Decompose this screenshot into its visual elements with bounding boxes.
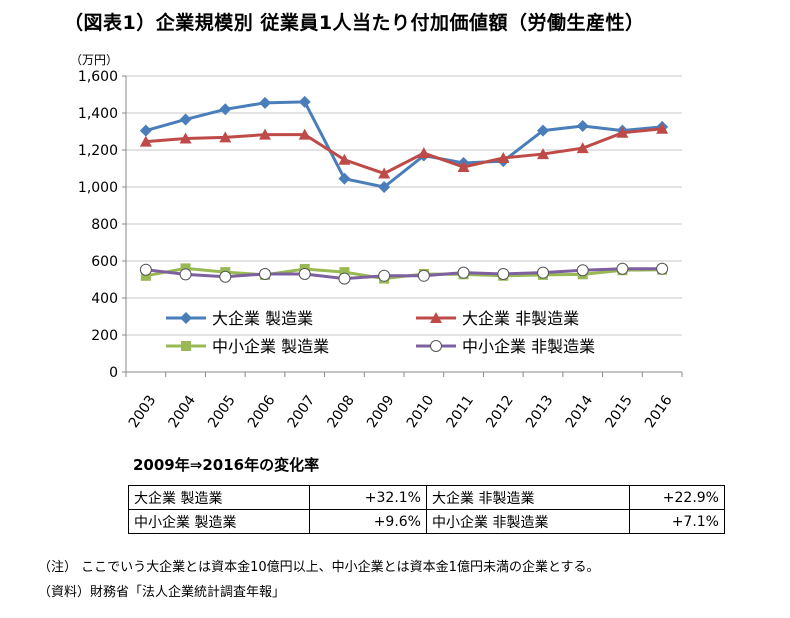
y-tick-label: 1,000 [78, 180, 118, 196]
x-tick-label: 2013 [523, 393, 557, 431]
y-axis-ticks: 0 200 400 600 800 1,000 1,200 1,400 1,600 [78, 69, 118, 381]
y-unit-label: （万円） [70, 53, 118, 67]
x-tick-label: 2015 [602, 393, 636, 431]
line-chart: （万円） 0 200 400 600 800 1,000 1,200 1,400 1,600 2… [70, 53, 683, 431]
data-point [430, 340, 442, 352]
series-line [145, 100, 663, 189]
x-tick-label: 2003 [126, 393, 160, 431]
data-point [537, 148, 549, 160]
data-point [378, 167, 391, 179]
table-cell-value: +7.1% [629, 509, 725, 534]
data-point [259, 96, 271, 109]
x-tick-label: 2014 [563, 392, 597, 430]
chart-title: （図表1）企業規模別 従業員1人当たり付加価値額（労働生産性） [64, 12, 645, 34]
table-cell-value: +22.9% [629, 485, 725, 510]
data-point [338, 172, 351, 185]
source-note: （資料）財務省「法人企業統計調査年報」 [38, 585, 286, 600]
data-point [140, 270, 151, 281]
data-point [656, 122, 669, 134]
data-point [378, 269, 391, 282]
data-point [616, 262, 629, 275]
data-point [457, 161, 470, 173]
data-point [139, 135, 152, 147]
table-cell-label: 中小企業 製造業 [128, 509, 310, 534]
legend-label: 中小企業 非製造業 [462, 337, 595, 356]
data-point [497, 267, 510, 280]
x-tick-label: 2016 [642, 392, 676, 430]
data-point [298, 95, 311, 108]
data-point [576, 142, 589, 154]
data-point [139, 263, 152, 276]
data-point [298, 267, 311, 280]
gridlines [122, 75, 683, 377]
data-point [417, 269, 430, 282]
x-tick-label: 2010 [404, 393, 438, 431]
table-cell-value: +9.6% [309, 509, 427, 534]
data-point [259, 267, 271, 280]
data-point [219, 103, 232, 116]
data-point [139, 124, 152, 137]
x-tick-label: 2006 [245, 392, 279, 430]
table-cell-label: 中小企業 非製造業 [426, 509, 630, 534]
data-point [219, 131, 232, 143]
data-point [339, 267, 350, 278]
x-tick-label: 2009 [364, 393, 398, 431]
data-point [338, 272, 351, 285]
legend-label: 中小企業 製造業 [212, 337, 329, 356]
data-point [616, 126, 629, 138]
table-row: 大企業 製造業 +32.1% 大企業 非製造業 +22.9% [128, 485, 725, 510]
x-tick-label: 2012 [483, 393, 517, 431]
data-point [457, 266, 470, 279]
x-tick-label: 2005 [205, 393, 239, 431]
data-point [537, 266, 549, 279]
data-point [378, 181, 391, 193]
legend-label: 大企業 製造業 [212, 309, 313, 328]
x-tick-label: 2011 [444, 393, 478, 431]
data-point [576, 264, 589, 277]
table-row: 中小企業 製造業 +9.6% 中小企業 非製造業 +7.1% [128, 509, 725, 534]
x-tick-label: 2007 [285, 393, 319, 431]
series-lines [139, 95, 669, 285]
data-point [179, 132, 192, 144]
table-cell-value: +32.1% [309, 485, 427, 510]
data-point [497, 151, 510, 163]
data-point [537, 124, 549, 137]
data-point [181, 341, 191, 351]
y-tick-label: 800 [91, 217, 118, 233]
data-point [179, 268, 192, 281]
legend-label: 大企業 非製造業 [462, 309, 579, 328]
y-tick-label: 200 [91, 328, 118, 344]
y-tick-label: 600 [91, 254, 118, 270]
y-tick-label: 1,600 [78, 69, 118, 85]
data-point [338, 153, 351, 165]
data-point [180, 312, 192, 324]
x-axis-ticks: 2003 2004 2005 2006 2007 2008 2009 2010 2011 2012… [126, 392, 676, 430]
y-tick-label: 0 [109, 365, 118, 381]
y-tick-label: 400 [91, 291, 118, 307]
data-point [576, 119, 589, 132]
data-point [417, 147, 430, 159]
x-tick-label: 2004 [166, 392, 200, 430]
series-line [145, 127, 663, 176]
footnote: （注） ここでいう大企業とは資本金10億円以上、中小企業とは資本金1億円未満の企… [38, 560, 600, 575]
x-tick-label: 2008 [324, 393, 358, 431]
y-tick-label: 1,400 [78, 106, 118, 122]
data-point [179, 113, 192, 126]
data-point [219, 270, 232, 283]
table-cell-label: 大企業 非製造業 [426, 485, 630, 510]
table-cell-label: 大企業 製造業 [128, 485, 310, 510]
y-tick-label: 1,200 [78, 143, 118, 159]
data-point [430, 312, 442, 323]
data-point [298, 128, 311, 140]
data-point [259, 128, 271, 140]
series-line [145, 267, 663, 281]
change-rate-table: 大企業 製造業 +32.1% 大企業 非製造業 +22.9% 中小企業 製造業 … [128, 485, 725, 534]
table-title: 2009年⇒2016年の変化率 [133, 456, 320, 474]
data-point [656, 262, 669, 275]
